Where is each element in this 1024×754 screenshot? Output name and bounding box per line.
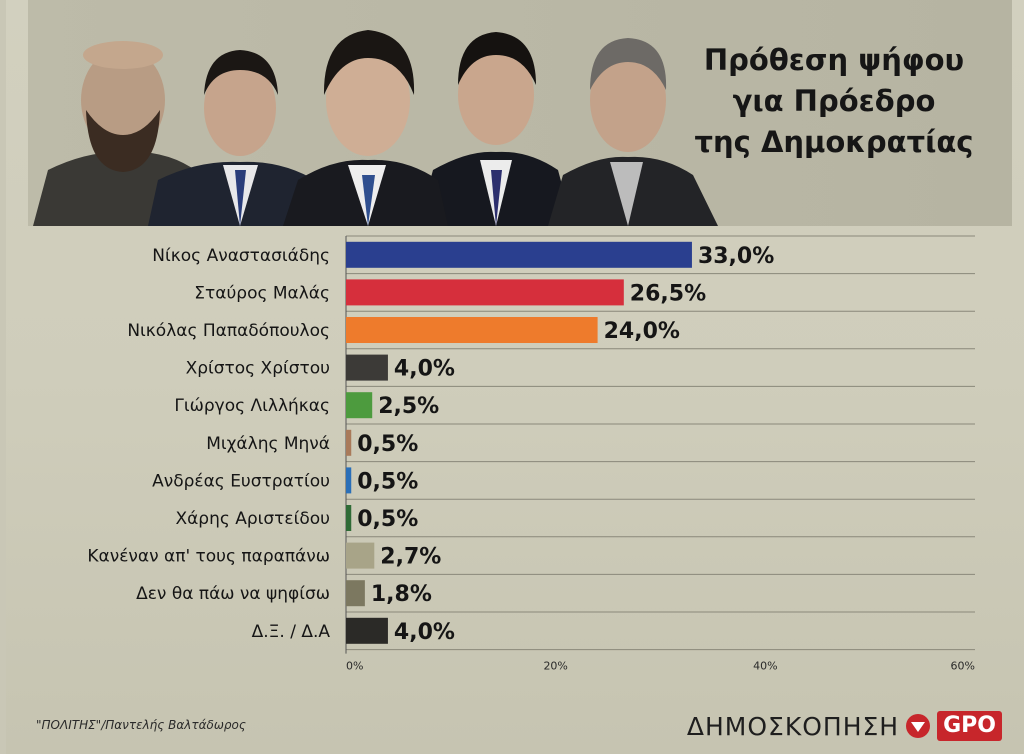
value-label: 2,7% bbox=[380, 545, 441, 570]
category-label: Δ.Ξ. / Δ.Α bbox=[252, 622, 331, 642]
photo-credit: "ΠΟΛΙΤΗΣ"/Παντελής Βαλτάδωρος bbox=[36, 718, 246, 732]
value-label: 2,5% bbox=[378, 394, 439, 419]
title-line-1: Πρόθεση ψήφου bbox=[703, 43, 965, 77]
bar bbox=[346, 505, 352, 531]
chart-title: Πρόθεση ψήφου για Πρόεδρο της Δημοκρατία… bbox=[684, 40, 984, 163]
category-label: Κανέναν απ' τους παραπάνω bbox=[87, 547, 330, 567]
category-label: Μιχάλης Μηνά bbox=[206, 434, 330, 454]
bar bbox=[346, 279, 624, 306]
category-label: Δεν θα πάω να ψηφίσω bbox=[136, 584, 330, 604]
category-label: Χάρης Αριστείδου bbox=[175, 509, 330, 529]
category-label: Νικόλας Παπαδόπουλος bbox=[127, 321, 330, 341]
bar bbox=[346, 542, 375, 569]
bar bbox=[346, 467, 352, 494]
source-block: ΔΗΜΟΣΚΟΠΗΣΗ GPO bbox=[687, 711, 1002, 741]
bar bbox=[346, 392, 373, 419]
source-label: ΔΗΜΟΣΚΟΠΗΣΗ bbox=[686, 711, 900, 741]
portrait-1 bbox=[33, 41, 208, 226]
x-tick-label: 40% bbox=[753, 660, 777, 673]
value-label: 0,5% bbox=[357, 469, 418, 494]
gpo-logo-text: GPO bbox=[937, 711, 1002, 741]
title-line-3: της Δημοκρατίας bbox=[694, 125, 974, 159]
value-label: 26,5% bbox=[630, 281, 706, 306]
value-label: 0,5% bbox=[357, 432, 418, 457]
portrait-5 bbox=[548, 38, 718, 226]
portrait-2 bbox=[148, 50, 328, 226]
value-label: 1,8% bbox=[371, 582, 432, 607]
category-label: Γιώργος Λιλλήκας bbox=[174, 396, 330, 416]
bar bbox=[346, 580, 365, 607]
portrait-3 bbox=[283, 30, 448, 226]
portrait-4 bbox=[418, 32, 573, 226]
portraits-group bbox=[33, 30, 718, 226]
value-label: 0,5% bbox=[357, 507, 418, 532]
value-label: 24,0% bbox=[604, 319, 680, 344]
gpo-logo-icon bbox=[906, 714, 931, 738]
bar bbox=[346, 241, 692, 268]
x-tick-label: 20% bbox=[543, 660, 567, 673]
bar bbox=[346, 317, 598, 343]
bar bbox=[346, 617, 388, 644]
value-label: 4,0% bbox=[394, 357, 455, 382]
category-label: Ανδρέας Ευστρατίου bbox=[152, 471, 330, 491]
value-label: 4,0% bbox=[394, 620, 455, 645]
bar bbox=[346, 429, 352, 456]
value-label: 33,0% bbox=[698, 244, 774, 269]
category-label: Σταύρος Μαλάς bbox=[194, 283, 330, 303]
x-tick-label: 60% bbox=[951, 660, 975, 673]
x-tick-label: 0% bbox=[346, 660, 363, 673]
title-line-2: για Πρόεδρο bbox=[732, 84, 936, 118]
bar bbox=[346, 354, 388, 381]
category-label: Νίκος Αναστασιάδης bbox=[152, 246, 330, 266]
category-label: Χρίστος Χρίστου bbox=[186, 359, 330, 379]
